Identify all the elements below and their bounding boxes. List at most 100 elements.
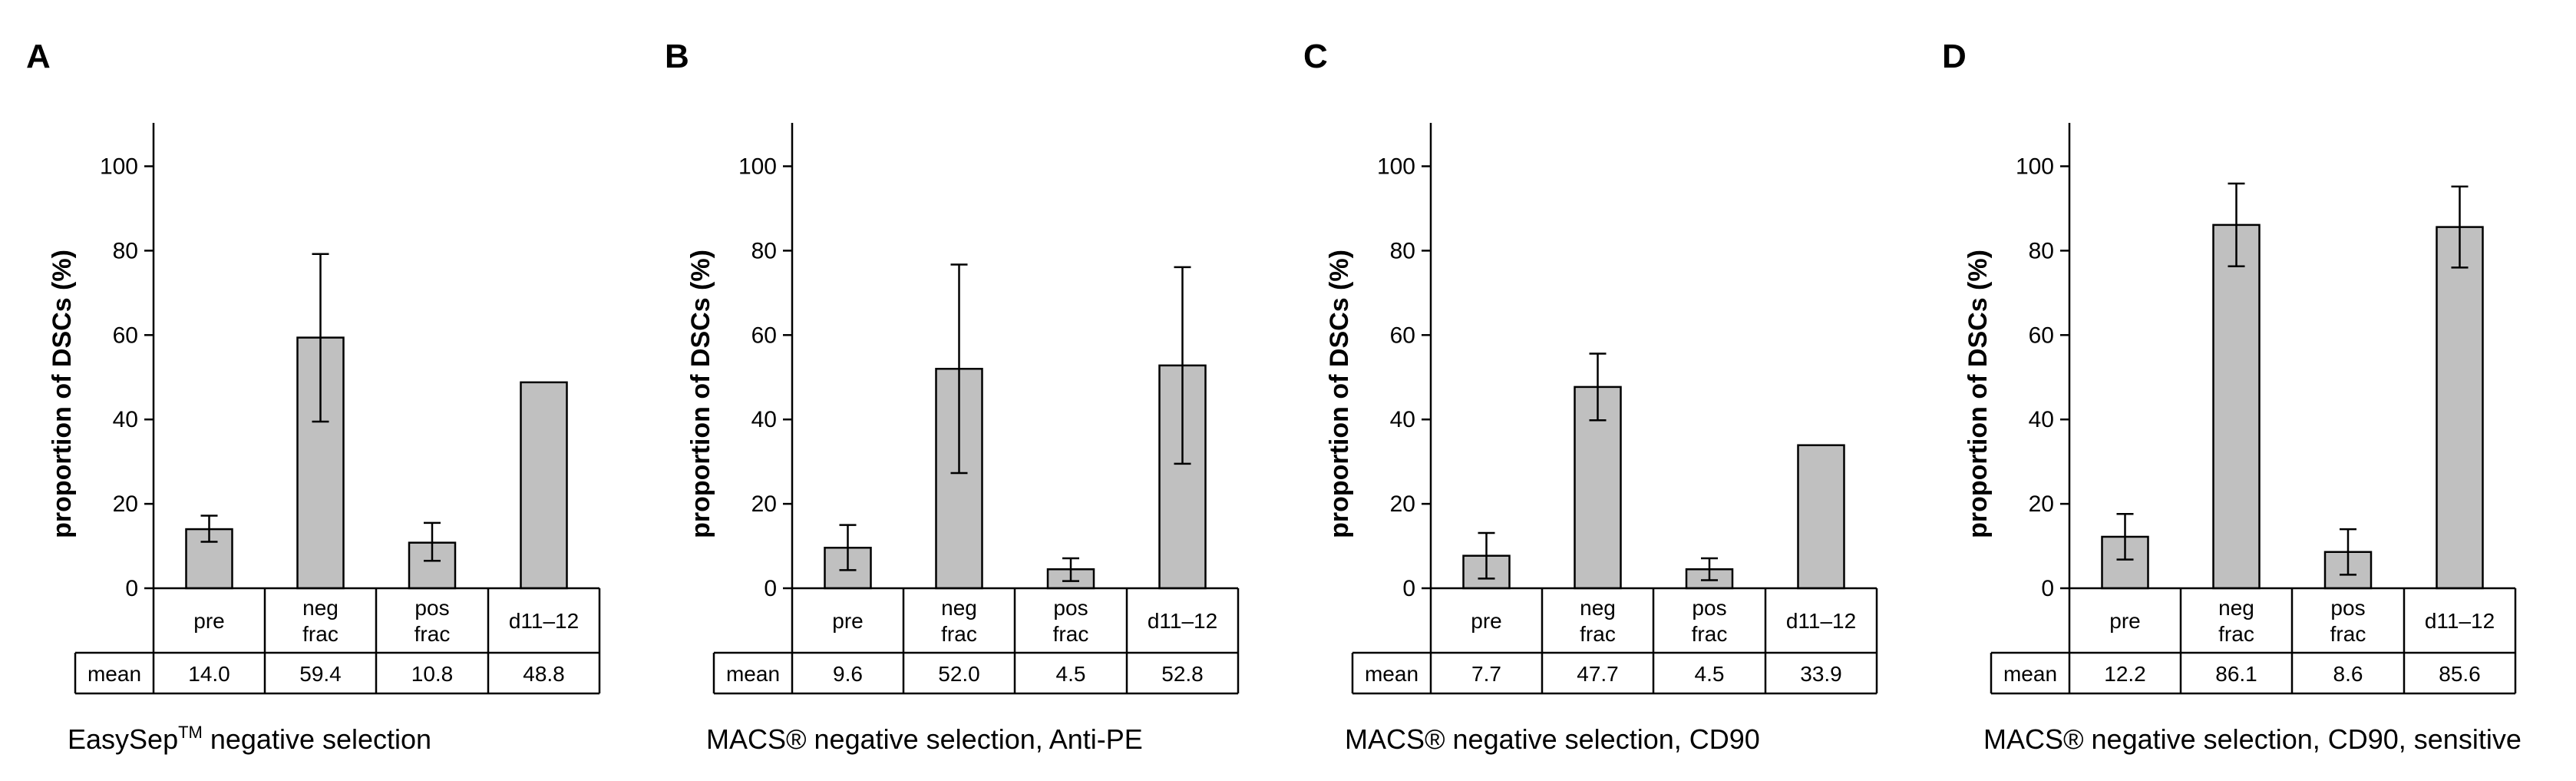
category-label: pre xyxy=(1471,609,1501,633)
panel-caption: EasySepTM negative selection xyxy=(68,723,431,755)
category-label: pre xyxy=(2109,609,2140,633)
mean-value: 14.0 xyxy=(188,662,230,686)
y-tick-label: 80 xyxy=(1390,238,1415,263)
caption-superscript: TM xyxy=(178,723,203,742)
data-table: pre9.6negfrac52.0posfrac4.5d11–1252.8mea… xyxy=(712,587,1240,695)
category-label: neg xyxy=(941,596,977,620)
y-tick-label: 80 xyxy=(113,238,138,263)
category-label: frac xyxy=(302,622,339,646)
y-tick-label: 80 xyxy=(751,238,777,263)
data-table: pre14.0negfrac59.4posfrac10.8d11–1248.8m… xyxy=(74,587,601,695)
category-label: frac xyxy=(2218,622,2254,646)
y-tick-label: 60 xyxy=(1390,323,1415,348)
y-tick-label: 100 xyxy=(2016,154,2054,180)
mean-row-label: mean xyxy=(726,662,780,686)
mean-value: 52.8 xyxy=(1161,662,1204,686)
category-label: pos xyxy=(414,596,449,620)
category-label: d11–12 xyxy=(1786,609,1856,633)
y-axis-label: proportion of DSCs (%) xyxy=(48,250,77,538)
category-label: pre xyxy=(832,609,863,633)
data-table: pre12.2negfrac86.1posfrac8.6d11–1285.6me… xyxy=(1990,587,2517,695)
caption-text: EasySep xyxy=(68,723,178,755)
mean-row-label: mean xyxy=(2003,662,2057,686)
y-axis-label: proportion of DSCs (%) xyxy=(686,250,715,538)
mean-value: 4.5 xyxy=(1056,662,1086,686)
y-tick-label: 60 xyxy=(2029,323,2054,348)
y-tick-label: 20 xyxy=(113,491,138,517)
panel-caption: MACS® negative selection, CD90 xyxy=(1345,723,1760,755)
data-table: pre7.7negfrac47.7posfrac4.5d11–1233.9mea… xyxy=(1351,587,1878,695)
mean-value: 85.6 xyxy=(2439,662,2481,686)
bar xyxy=(520,381,568,590)
y-tick-label: 20 xyxy=(1390,491,1415,517)
mean-row-label: mean xyxy=(1365,662,1418,686)
mean-value: 59.4 xyxy=(299,662,342,686)
mean-value: 52.0 xyxy=(938,662,980,686)
caption-text: MACS® negative selection, CD90, sensitiv… xyxy=(1983,723,2522,755)
y-tick-label: 0 xyxy=(1402,576,1415,601)
mean-value: 10.8 xyxy=(411,662,454,686)
mean-value: 7.7 xyxy=(1471,662,1501,686)
mean-row-label: mean xyxy=(88,662,141,686)
y-tick-label: 0 xyxy=(2041,576,2054,601)
category-label: neg xyxy=(2218,596,2254,620)
category-label: frac xyxy=(1692,622,1728,646)
mean-value: 4.5 xyxy=(1695,662,1725,686)
category-label: d11–12 xyxy=(1148,609,1217,633)
panel-letter: D xyxy=(1942,38,1967,75)
panel-letter: A xyxy=(26,38,51,75)
bar xyxy=(2436,226,2484,590)
category-label: frac xyxy=(2330,622,2366,646)
caption-text: MACS® negative selection, CD90 xyxy=(1345,723,1760,755)
mean-value: 48.8 xyxy=(523,662,565,686)
mean-value: 8.6 xyxy=(2333,662,2363,686)
y-tick-label: 40 xyxy=(2029,407,2054,432)
category-label: pos xyxy=(2330,596,2365,620)
y-tick-label: 100 xyxy=(100,154,138,180)
category-label: d11–12 xyxy=(509,609,579,633)
y-tick-label: 80 xyxy=(2029,238,2054,263)
mean-value: 12.2 xyxy=(2104,662,2146,686)
category-label: pre xyxy=(193,609,224,633)
mean-value: 86.1 xyxy=(2215,662,2257,686)
y-tick-label: 100 xyxy=(1377,154,1415,180)
category-label: frac xyxy=(414,622,451,646)
y-tick-label: 40 xyxy=(751,407,777,432)
mean-value: 9.6 xyxy=(833,662,863,686)
category-label: frac xyxy=(1053,622,1089,646)
panel-caption: MACS® negative selection, Anti-PE xyxy=(706,723,1143,755)
category-label: pos xyxy=(1692,596,1726,620)
mean-value: 33.9 xyxy=(1800,662,1842,686)
y-tick-label: 60 xyxy=(113,323,138,348)
caption-text: MACS® negative selection, Anti-PE xyxy=(706,723,1143,755)
category-label: d11–12 xyxy=(2425,609,2495,633)
y-tick-label: 20 xyxy=(2029,491,2054,517)
caption-text-rest: negative selection xyxy=(203,723,431,755)
y-axis-label: proportion of DSCs (%) xyxy=(1325,250,1354,538)
bar xyxy=(2212,223,2261,590)
y-tick-label: 100 xyxy=(738,154,777,180)
y-tick-label: 60 xyxy=(751,323,777,348)
category-label: neg xyxy=(1580,596,1616,620)
y-tick-label: 20 xyxy=(751,491,777,517)
category-label: pos xyxy=(1053,596,1088,620)
y-axis-label: proportion of DSCs (%) xyxy=(1963,250,1993,538)
mean-value: 47.7 xyxy=(1577,662,1619,686)
category-label: frac xyxy=(1580,622,1616,646)
y-tick-label: 0 xyxy=(764,576,777,601)
panel-letter: B xyxy=(665,38,689,75)
y-tick-label: 40 xyxy=(113,407,138,432)
category-label: neg xyxy=(302,596,339,620)
bar xyxy=(1797,444,1845,590)
y-tick-label: 40 xyxy=(1390,407,1415,432)
category-label: frac xyxy=(941,622,977,646)
y-tick-label: 0 xyxy=(125,576,138,601)
